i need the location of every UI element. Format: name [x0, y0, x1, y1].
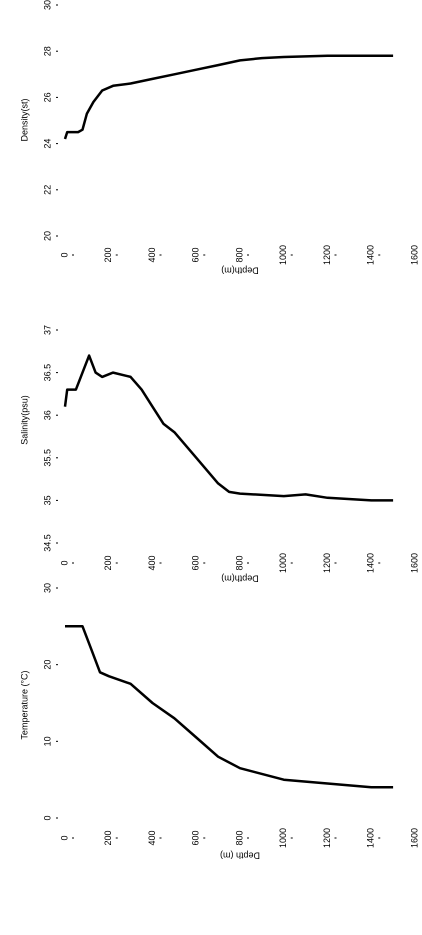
- y-axis-label: Density(st): [19, 98, 29, 141]
- y-tick-label: 20: [42, 660, 52, 670]
- y-tick-label: 30: [42, 583, 52, 593]
- y-tick-label: 30: [42, 0, 52, 10]
- x-axis-label: Depth(m): [221, 574, 259, 584]
- y-tick-label: 22: [42, 185, 52, 195]
- data-line: [65, 625, 394, 789]
- x-tick-label: 200: [103, 247, 113, 262]
- y-tick-label: 20: [42, 231, 52, 241]
- y-tick-label: 37: [42, 325, 52, 335]
- x-tick-label: 0: [59, 835, 69, 840]
- y-tick-label: 35.5: [42, 449, 52, 467]
- y-tick-label: 26: [42, 92, 52, 102]
- x-axis-label: Depth(m): [221, 266, 259, 276]
- x-tick-label: 800: [234, 830, 244, 845]
- x-tick-label: 400: [147, 247, 157, 262]
- y-tick-label: 34.5: [42, 534, 52, 552]
- x-tick-label: 1400: [366, 828, 376, 848]
- data-line: [63, 354, 394, 502]
- x-tick-label: 1000: [278, 553, 288, 573]
- y-tick-label: 35: [42, 495, 52, 505]
- x-tick-label: 1400: [366, 245, 376, 265]
- x-tick-label: 200: [103, 555, 113, 570]
- x-tick-label: 1600: [409, 245, 419, 265]
- x-tick-label: 800: [234, 555, 244, 570]
- x-tick-label: 1200: [322, 828, 332, 848]
- x-tick-label: 1400: [366, 553, 376, 573]
- x-tick-label: 400: [147, 830, 157, 845]
- x-tick-label: 600: [191, 830, 201, 845]
- y-tick-label: 0: [42, 815, 52, 820]
- y-axis-label: Salinity(psu): [19, 395, 29, 445]
- data-line: [63, 54, 394, 140]
- x-axis-label: Depth (m): [220, 851, 260, 861]
- x-tick-label: 1000: [278, 245, 288, 265]
- x-tick-label: 1200: [322, 553, 332, 573]
- x-tick-label: 1000: [278, 828, 288, 848]
- x-tick-label: 1600: [409, 553, 419, 573]
- y-axis-label: Temperature (°C): [19, 670, 29, 739]
- x-tick-label: 600: [191, 555, 201, 570]
- x-tick-label: 200: [103, 830, 113, 845]
- y-tick-label: 36.5: [42, 364, 52, 382]
- y-tick-label: 28: [42, 46, 52, 56]
- y-tick-label: 10: [42, 736, 52, 746]
- y-tick-label: 24: [42, 139, 52, 149]
- x-tick-label: 600: [191, 247, 201, 262]
- x-tick-label: 1200: [322, 245, 332, 265]
- x-tick-label: 1600: [409, 828, 419, 848]
- x-tick-label: 400: [147, 555, 157, 570]
- y-tick-label: 36: [42, 410, 52, 420]
- x-tick-label: 800: [234, 247, 244, 262]
- x-tick-label: 0: [59, 560, 69, 565]
- x-tick-label: 0: [59, 252, 69, 257]
